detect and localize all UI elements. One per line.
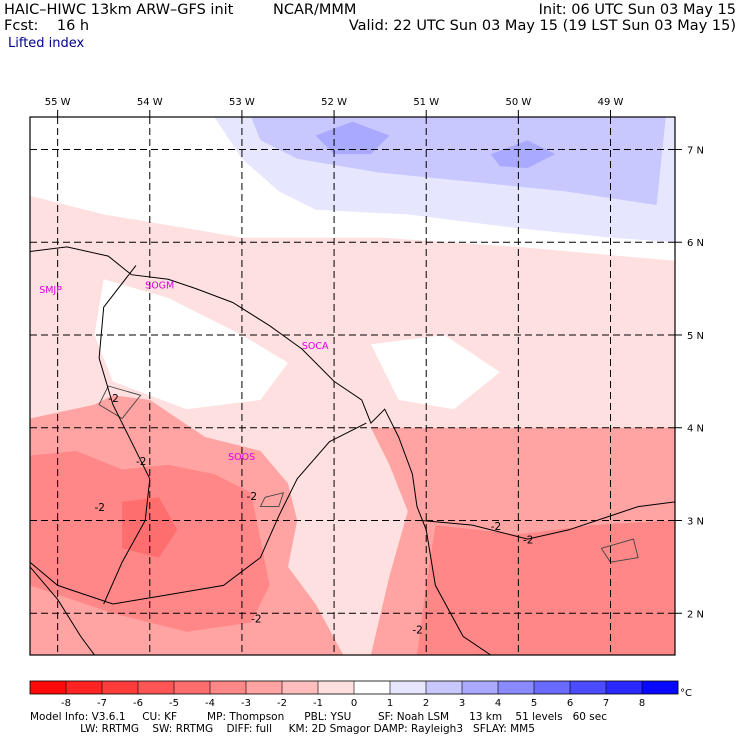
- coastline-east-amapa: [421, 501, 675, 540]
- colorbar-swatch: [174, 681, 211, 694]
- lon-label: 49 W: [598, 97, 624, 108]
- field-inland-near-zero: [94, 279, 288, 410]
- colorbar-tick-label: -7: [97, 698, 107, 709]
- colorbar-swatch: [390, 681, 427, 694]
- colorbar-tick-label: -3: [241, 698, 251, 709]
- colorbar-tick-label: 7: [603, 698, 609, 709]
- contour-label: -2: [523, 535, 533, 547]
- contour-label: -2: [412, 625, 422, 637]
- colorbar-swatch: [246, 681, 283, 694]
- valid-time: Valid: 22 UTC Sun 03 May 15 (19 LST Sun …: [348, 18, 736, 34]
- colorbar-swatch: [102, 681, 139, 694]
- colorbar-swatch: [354, 681, 391, 694]
- field-north-positive-3b: [490, 140, 556, 168]
- colorbar-swatch: [210, 681, 247, 694]
- colorbar-swatch: [498, 681, 535, 694]
- contour-label: -2: [108, 393, 118, 405]
- lat-label: 6 N: [687, 238, 704, 249]
- colorbar-tick-label: -4: [205, 698, 215, 709]
- colorbar-tick-label: 0: [351, 698, 357, 709]
- colorbar-tick-label: -8: [61, 698, 71, 709]
- colorbar-swatch: [642, 681, 679, 694]
- field-layer: -2 -2 -2 -2 -2 -2 -2 -2 SMJP SOGM SOCA SOOS: [30, 117, 675, 655]
- model-title: HAIC–HIWC 13km ARW–GFS init: [4, 2, 234, 18]
- contour-line: [600, 538, 639, 563]
- colorbar-tick-label: 4: [495, 698, 501, 709]
- variable-name: Lifted index: [8, 36, 85, 51]
- station-smjp: SMJP: [39, 285, 62, 296]
- station-soca: SOCA: [302, 341, 329, 352]
- lon-label: 52 W: [321, 97, 347, 108]
- lon-label: 53 W: [229, 97, 255, 108]
- lat-label: 4 N: [687, 424, 704, 435]
- colorbar-tick-label: -6: [133, 698, 143, 709]
- contour-label: -2: [136, 456, 146, 468]
- contour-line: [259, 492, 285, 508]
- colorbar-tick-label: 8: [639, 698, 645, 709]
- map-frame: [29, 116, 676, 656]
- colorbar-swatch: [30, 681, 67, 694]
- colorbar-tick-label: 6: [567, 698, 573, 709]
- colorbar-swatch: [66, 681, 103, 694]
- colorbar-swatch: [318, 681, 355, 694]
- colorbar-tick-label: 1: [387, 698, 393, 709]
- colorbar-swatch: [462, 681, 499, 694]
- colorbar-tick-label: -5: [169, 698, 179, 709]
- colorbar-swatch: [138, 681, 175, 694]
- colorbar-swatch: [426, 681, 463, 694]
- colorbar-swatch: [534, 681, 571, 694]
- colorbar-tick-label: 3: [459, 698, 465, 709]
- lat-label: 7 N: [687, 145, 704, 156]
- forecast-hour: Fcst: 16 h: [4, 18, 90, 34]
- lon-label: 55 W: [45, 97, 71, 108]
- colorbar-swatch: [570, 681, 607, 694]
- contour-label: -2: [251, 614, 261, 626]
- contour-line: [98, 385, 142, 420]
- lat-label: 2 N: [687, 609, 704, 620]
- contour-label: -2: [95, 502, 105, 514]
- colorbar-tick-label: 2: [423, 698, 429, 709]
- lon-label: 50 W: [505, 97, 531, 108]
- org-label: NCAR/MMM: [273, 2, 357, 18]
- colorbar-tick-label: -2: [277, 698, 287, 709]
- colorbar-tick-label: 5: [531, 698, 537, 709]
- model-info-line1: Model Info: V3.6.1 CU: KF MP: Thompson P…: [30, 711, 607, 723]
- lon-label: 54 W: [137, 97, 163, 108]
- border-suriname-south: [30, 566, 95, 655]
- field-offshore-near-zero: [370, 335, 500, 410]
- init-time: Init: 06 UTC Sun 03 May 15: [538, 2, 736, 18]
- contour-label: -2: [247, 491, 257, 503]
- station-sogm: SOGM: [145, 281, 174, 292]
- lat-label: 5 N: [687, 331, 704, 342]
- contour-label: -2: [491, 521, 501, 533]
- colorbar-unit: °C: [680, 688, 692, 699]
- lat-label: 3 N: [687, 517, 704, 528]
- station-soos: SOOS: [228, 452, 255, 463]
- colorbar-swatch: [282, 681, 319, 694]
- field-southeast-minus-3: [417, 520, 675, 655]
- coastline-suriname-guiana: [30, 246, 491, 655]
- colorbar-tick-label: -1: [313, 698, 323, 709]
- border-maroni-river: [98, 265, 151, 605]
- model-info-line2: LW: RRTMG SW: RRTMG DIFF: full KM: 2D Sm…: [30, 723, 535, 735]
- lon-label: 51 W: [413, 97, 439, 108]
- colorbar-swatch: [606, 681, 643, 694]
